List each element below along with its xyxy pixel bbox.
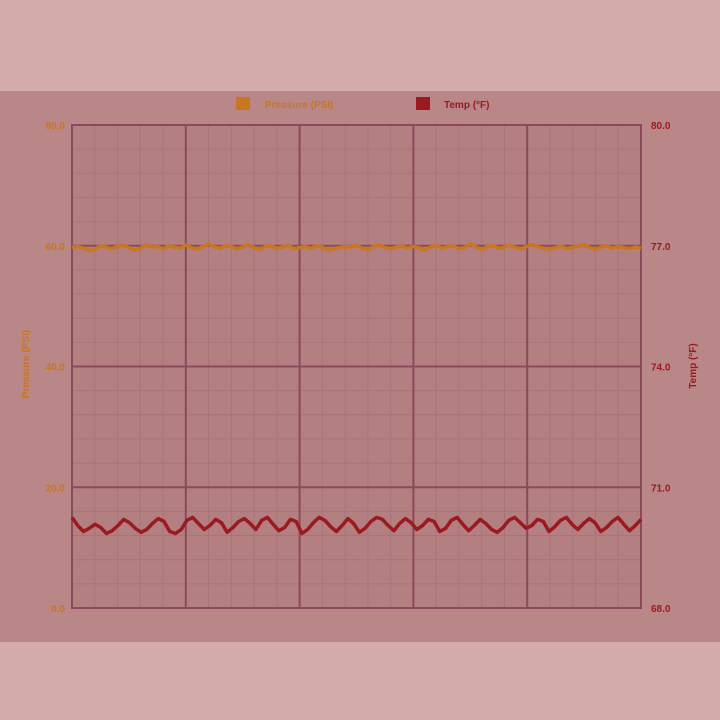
series-line-temp xyxy=(70,515,643,536)
left-axis-tick-label: 60.0 xyxy=(46,242,66,253)
legend-label-pressure: Pressure (PSI) xyxy=(265,100,333,111)
right-axis-tick-label: 77.0 xyxy=(651,242,671,253)
left-axis-tick-label: 80.0 xyxy=(46,121,66,132)
legend-swatch-pressure xyxy=(236,97,250,110)
left-axis-tick-label: 20.0 xyxy=(46,483,66,494)
left-axis-tick-label: 40.0 xyxy=(46,363,66,374)
plot-border xyxy=(71,124,642,609)
right-axis-tick-label: 74.0 xyxy=(651,363,671,374)
left-axis-tick-label: 0.0 xyxy=(51,604,65,615)
legend-swatch-temp xyxy=(416,97,430,110)
right-axis-tick-label: 71.0 xyxy=(651,483,671,494)
right-axis-tick-label: 80.0 xyxy=(651,121,671,132)
series-line-pressure xyxy=(71,242,642,253)
right-axis-tick-label: 68.0 xyxy=(651,604,671,615)
legend-label-temp: Temp (°F) xyxy=(444,100,489,111)
left-axis-title: Pressure (PSI) xyxy=(21,330,32,398)
right-axis-title: Temp (°F) xyxy=(688,343,699,388)
